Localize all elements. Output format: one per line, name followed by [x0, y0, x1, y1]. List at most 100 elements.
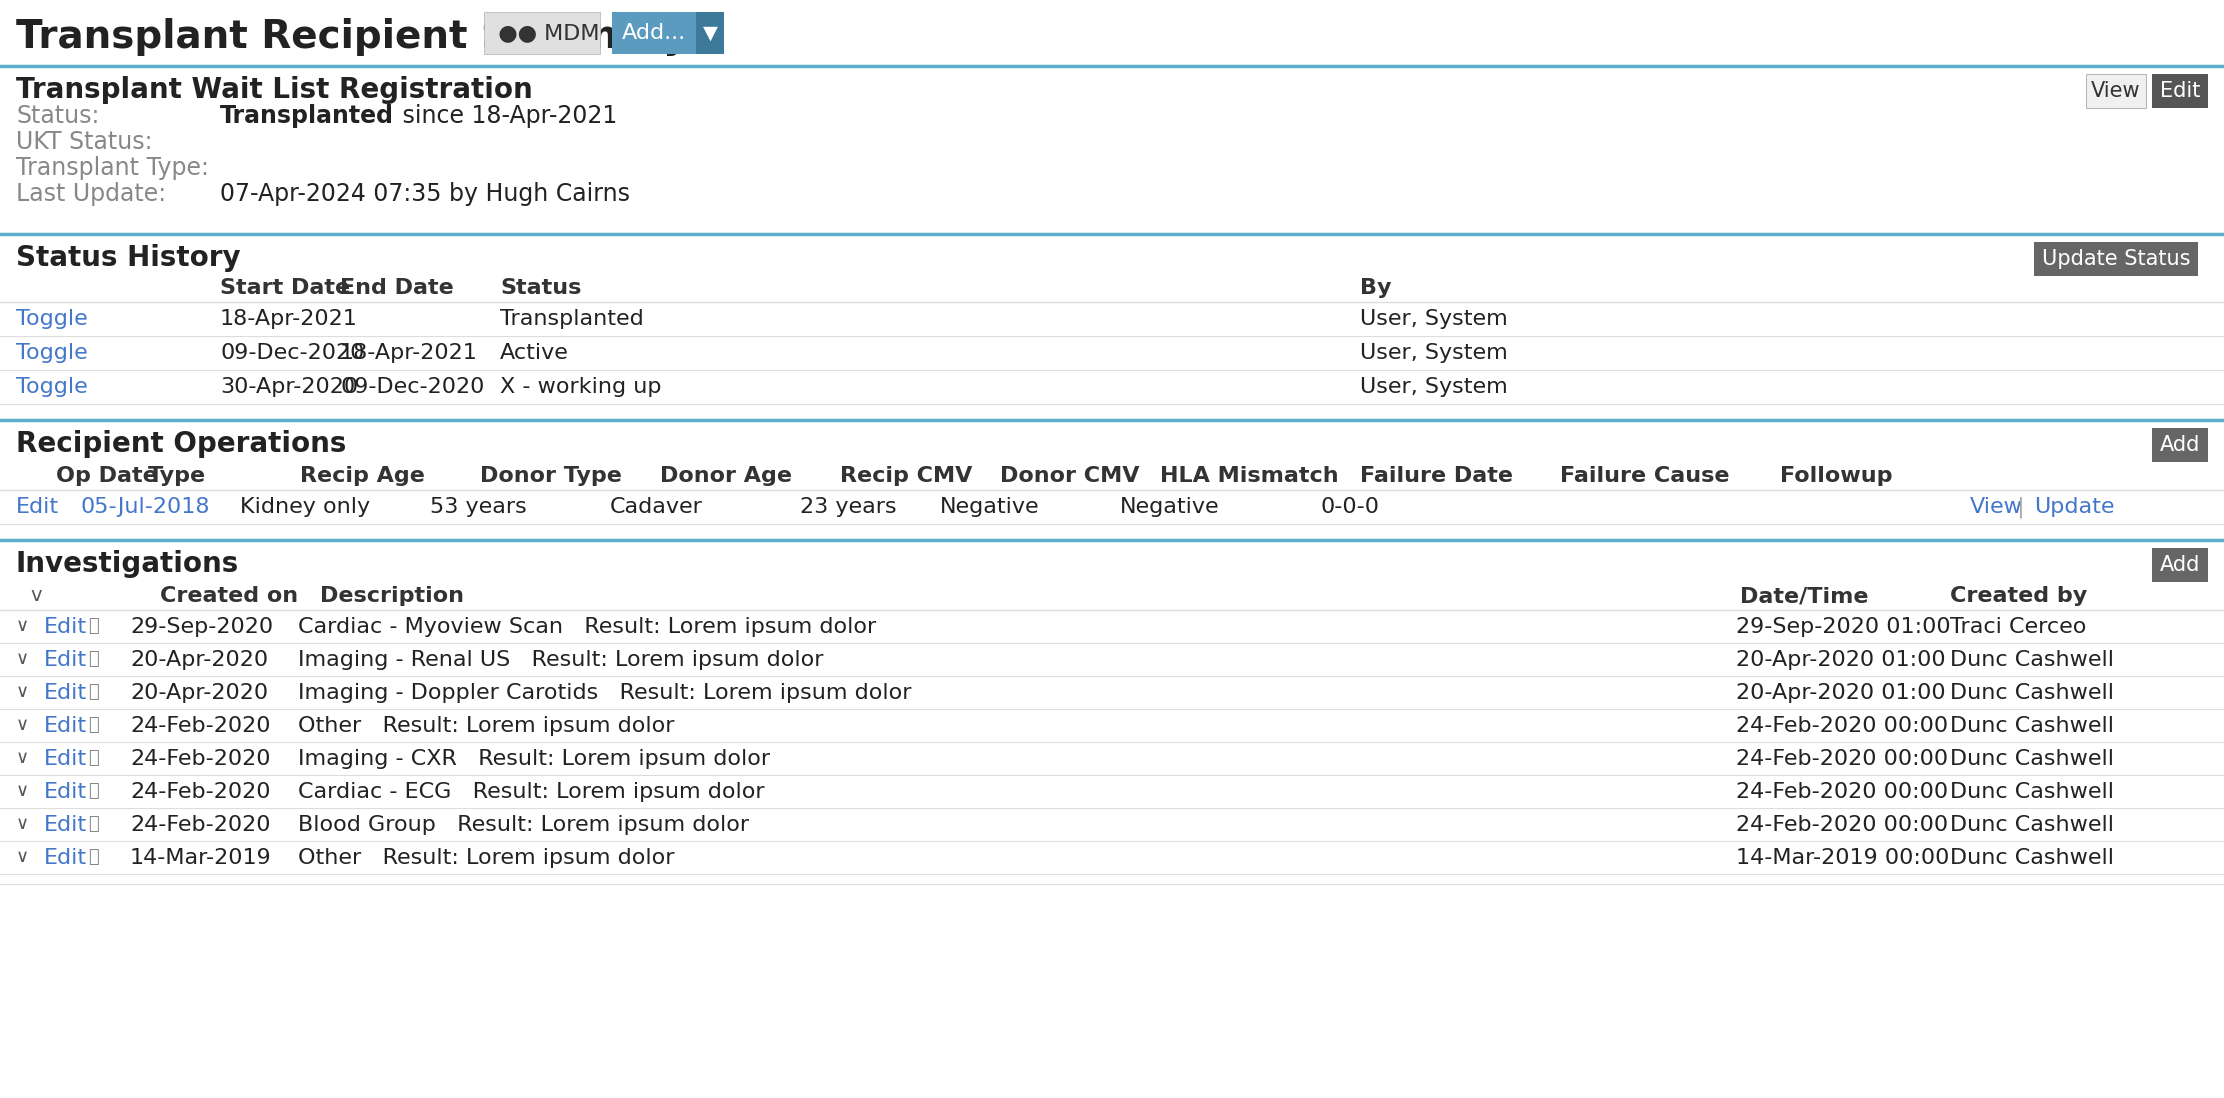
- Text: Dunc Cashwell: Dunc Cashwell: [1950, 848, 2115, 869]
- Text: Dunc Cashwell: Dunc Cashwell: [1950, 749, 2115, 769]
- Text: 24-Feb-2020: 24-Feb-2020: [129, 815, 271, 834]
- Text: 18-Apr-2021: 18-Apr-2021: [340, 343, 478, 363]
- Text: ∨: ∨: [16, 716, 29, 733]
- Text: Imaging - Doppler Carotids   Result: Lorem ipsum dolor: Imaging - Doppler Carotids Result: Lorem…: [298, 683, 912, 703]
- Bar: [612, 12, 696, 54]
- Bar: [2153, 74, 2208, 108]
- Text: ●● MDM: ●● MDM: [485, 23, 600, 43]
- Text: By: By: [1361, 278, 1392, 298]
- Text: Status History: Status History: [16, 244, 240, 272]
- Text: Donor Age: Donor Age: [661, 466, 792, 486]
- Text: Toggle: Toggle: [16, 377, 87, 397]
- Text: Last Update:: Last Update:: [16, 182, 167, 206]
- Text: HLA Mismatch: HLA Mismatch: [1161, 466, 1339, 486]
- Text: Status: Status: [500, 278, 580, 298]
- Text: X - working up: X - working up: [500, 377, 661, 397]
- Text: Transplant Type:: Transplant Type:: [16, 156, 209, 180]
- Text: Status:: Status:: [16, 104, 100, 128]
- Text: Other   Result: Lorem ipsum dolor: Other Result: Lorem ipsum dolor: [298, 848, 674, 869]
- Text: User, System: User, System: [1361, 309, 1508, 329]
- Text: View: View: [2091, 81, 2142, 101]
- Text: Negative: Negative: [1121, 497, 1219, 517]
- Text: 05-Jul-2018: 05-Jul-2018: [80, 497, 209, 517]
- Text: 🗑: 🗑: [89, 716, 98, 733]
- Text: 24-Feb-2020 00:00: 24-Feb-2020 00:00: [1737, 716, 1948, 736]
- Text: 29-Sep-2020: 29-Sep-2020: [129, 617, 274, 637]
- Text: Created on: Created on: [160, 586, 298, 606]
- Text: Add: Add: [2160, 435, 2200, 455]
- Text: Investigations: Investigations: [16, 550, 240, 578]
- Text: 24-Feb-2020: 24-Feb-2020: [129, 749, 271, 769]
- Text: 24-Feb-2020: 24-Feb-2020: [129, 716, 271, 736]
- Bar: [2086, 74, 2146, 108]
- Text: 07-Apr-2024 07:35 by Hugh Cairns: 07-Apr-2024 07:35 by Hugh Cairns: [220, 182, 629, 206]
- Text: Op Date: Op Date: [56, 466, 158, 486]
- Text: 20-Apr-2020 01:00: 20-Apr-2020 01:00: [1737, 650, 1946, 670]
- Text: 🗑: 🗑: [89, 782, 98, 800]
- Text: 🗑: 🗑: [89, 749, 98, 768]
- Text: Edit: Edit: [44, 716, 87, 736]
- Bar: [696, 12, 725, 54]
- Text: Edit: Edit: [44, 848, 87, 869]
- Text: ∨: ∨: [16, 815, 29, 833]
- Text: Dunc Cashwell: Dunc Cashwell: [1950, 650, 2115, 670]
- Text: since 18-Apr-2021: since 18-Apr-2021: [396, 104, 618, 128]
- Text: User, System: User, System: [1361, 343, 1508, 363]
- Text: Transplant Wait List Registration: Transplant Wait List Registration: [16, 76, 534, 104]
- Text: Imaging - CXR   Result: Lorem ipsum dolor: Imaging - CXR Result: Lorem ipsum dolor: [298, 749, 770, 769]
- Text: 24-Feb-2020 00:00: 24-Feb-2020 00:00: [1737, 749, 1948, 769]
- Text: Add: Add: [2160, 554, 2200, 575]
- Text: Update: Update: [2035, 497, 2115, 517]
- Bar: [2153, 548, 2208, 582]
- Text: Update Status: Update Status: [2042, 249, 2191, 269]
- Text: Edit: Edit: [44, 617, 87, 637]
- Text: 30-Apr-2020: 30-Apr-2020: [220, 377, 358, 397]
- Text: 🗑: 🗑: [89, 683, 98, 701]
- Text: Kidney only: Kidney only: [240, 497, 369, 517]
- Text: 14-Mar-2019 00:00: 14-Mar-2019 00:00: [1737, 848, 1950, 869]
- Text: Failure Cause: Failure Cause: [1559, 466, 1730, 486]
- Text: Toggle: Toggle: [16, 309, 87, 329]
- Text: 29-Sep-2020 01:00: 29-Sep-2020 01:00: [1737, 617, 1950, 637]
- Text: Failure Date: Failure Date: [1361, 466, 1512, 486]
- Text: v: v: [29, 586, 42, 605]
- Text: Edit: Edit: [16, 497, 60, 517]
- Text: UKT Status:: UKT Status:: [16, 130, 153, 154]
- Text: 20-Apr-2020: 20-Apr-2020: [129, 683, 269, 703]
- Text: Donor Type: Donor Type: [480, 466, 623, 486]
- Text: ∨: ∨: [16, 683, 29, 701]
- Text: ∨: ∨: [16, 650, 29, 668]
- Text: Edit: Edit: [44, 683, 87, 703]
- Text: 0-0-0: 0-0-0: [1321, 497, 1379, 517]
- Text: 🗑: 🗑: [89, 617, 98, 635]
- Text: Dunc Cashwell: Dunc Cashwell: [1950, 716, 2115, 736]
- Text: Negative: Negative: [941, 497, 1039, 517]
- Text: 53 years: 53 years: [429, 497, 527, 517]
- Text: ∨: ∨: [16, 749, 29, 768]
- Text: Dunc Cashwell: Dunc Cashwell: [1950, 782, 2115, 802]
- Text: Traci Cerceo: Traci Cerceo: [1950, 617, 2086, 637]
- Text: Imaging - Renal US   Result: Lorem ipsum dolor: Imaging - Renal US Result: Lorem ipsum d…: [298, 650, 823, 670]
- Text: Date/Time: Date/Time: [1739, 586, 1868, 606]
- Text: Active: Active: [500, 343, 569, 363]
- Text: 20-Apr-2020: 20-Apr-2020: [129, 650, 269, 670]
- Text: Blood Group   Result: Lorem ipsum dolor: Blood Group Result: Lorem ipsum dolor: [298, 815, 749, 834]
- Text: 18-Apr-2021: 18-Apr-2021: [220, 309, 358, 329]
- Bar: [2035, 242, 2197, 276]
- Text: Edit: Edit: [44, 815, 87, 834]
- Text: Followup: Followup: [1779, 466, 1893, 486]
- Text: 24-Feb-2020: 24-Feb-2020: [129, 782, 271, 802]
- Text: 23 years: 23 years: [801, 497, 896, 517]
- Text: ∨: ∨: [16, 848, 29, 866]
- Text: Recip CMV: Recip CMV: [841, 466, 972, 486]
- Text: 🗑: 🗑: [89, 650, 98, 668]
- Text: Type: Type: [149, 466, 207, 486]
- Text: Edit: Edit: [44, 782, 87, 802]
- Text: Edit: Edit: [44, 650, 87, 670]
- Text: Cardiac - Myoview Scan   Result: Lorem ipsum dolor: Cardiac - Myoview Scan Result: Lorem ips…: [298, 617, 876, 637]
- Text: ∨: ∨: [16, 617, 29, 635]
- Text: ∨: ∨: [16, 782, 29, 800]
- Text: Add...: Add...: [623, 23, 685, 43]
- Text: User, System: User, System: [1361, 377, 1508, 397]
- Text: Cadaver: Cadaver: [609, 497, 703, 517]
